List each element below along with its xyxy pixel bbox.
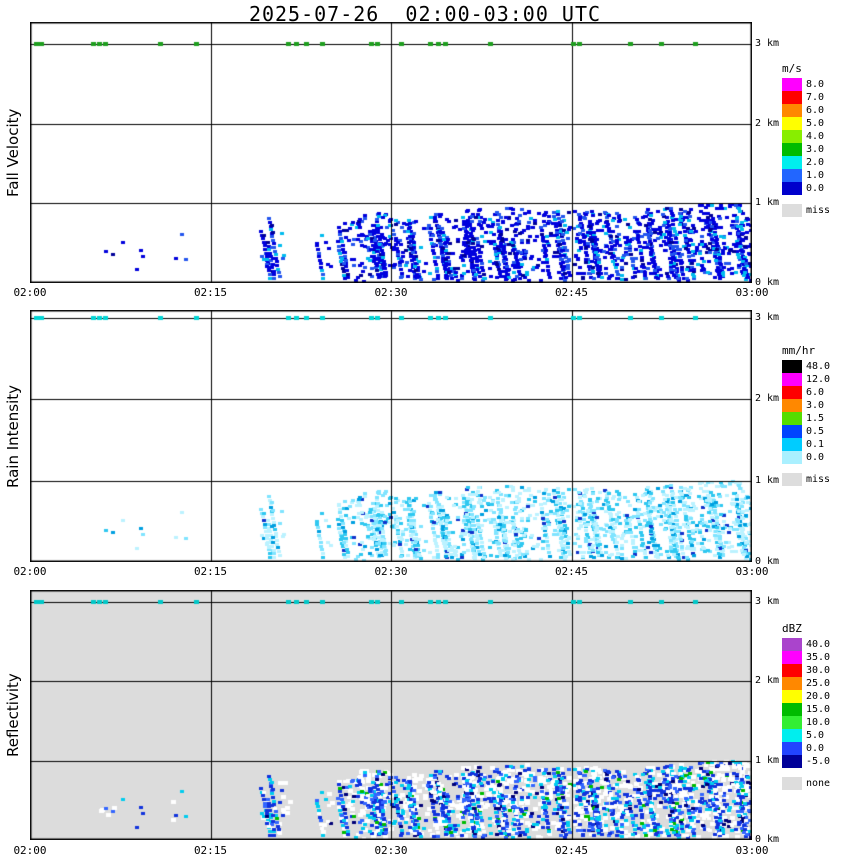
colorbar-label: 35.0 — [806, 652, 831, 663]
x-tick-label: 02:00 — [13, 844, 47, 857]
x-tick-label: 02:00 — [13, 286, 47, 299]
x-tick-label: 03:00 — [735, 565, 769, 578]
y-tick-label: 1 km — [755, 474, 780, 486]
y-axis-title-rain-intensity: Rain Intensity — [4, 384, 22, 488]
colorbar-missing-label: none — [806, 778, 831, 789]
colorbar-label: 1.0 — [806, 170, 825, 181]
y-axis-title-reflectivity: Reflectivity — [4, 673, 22, 757]
y-tick-label: 3 km — [755, 38, 780, 49]
colorbar-swatch — [782, 729, 802, 742]
colorbar-swatch — [782, 664, 802, 677]
colorbar-missing-swatch — [782, 473, 802, 486]
colorbar-label: 20.0 — [806, 691, 831, 702]
colorbar-label: 5.0 — [806, 730, 825, 741]
colorbar-swatch — [782, 117, 802, 130]
y-tick-label: 2 km — [755, 393, 780, 405]
x-tick-label: 02:15 — [193, 286, 228, 299]
colorbar-swatch — [782, 425, 802, 438]
colorbar-missing-label: miss — [806, 474, 831, 485]
colorbar-label: 5.0 — [806, 118, 825, 129]
colorbar-swatch — [782, 742, 802, 755]
colorbar-label: 0.0 — [806, 183, 825, 194]
colorbar-label: 4.0 — [806, 131, 825, 142]
y-tick-label: 2 km — [755, 117, 780, 129]
colorbar-swatch — [782, 438, 802, 451]
colorbar-swatch — [782, 755, 802, 768]
x-tick-label: 02:45 — [554, 565, 589, 578]
x-tick-label: 02:30 — [374, 565, 408, 578]
colorbar-label: 48.0 — [806, 361, 831, 372]
x-tick-label: 02:15 — [193, 844, 228, 857]
colorbar-swatch — [782, 451, 802, 464]
y-tick-label: 0 km — [755, 277, 780, 288]
y-tick-label: 1 km — [755, 197, 780, 209]
colorbar-label: 2.0 — [806, 157, 825, 168]
y-tick-label: 3 km — [755, 596, 780, 607]
colorbar-label: -5.0 — [806, 756, 831, 767]
colorbar-label: 15.0 — [806, 704, 831, 715]
colorbar-swatch — [782, 91, 802, 104]
colorbar-swatch — [782, 386, 802, 399]
plot-canvas-reflectivity — [30, 590, 752, 840]
x-tick-label: 02:45 — [554, 844, 589, 857]
colorbar-swatch — [782, 690, 802, 703]
colorbar-label: 0.0 — [806, 743, 825, 754]
y-tick-label: 2 km — [755, 675, 780, 687]
y-tick-label: 3 km — [755, 312, 780, 323]
colorbar-swatch — [782, 156, 802, 169]
x-tick-label: 03:00 — [735, 844, 769, 857]
colorbar-label: 3.0 — [806, 400, 825, 411]
colorbar-label: 0.1 — [806, 439, 825, 450]
colorbar-swatch — [782, 130, 802, 143]
colorbar-title-reflectivity: dBZ — [782, 622, 802, 635]
colorbar-label: 7.0 — [806, 92, 825, 103]
x-tick-label: 02:15 — [193, 565, 228, 578]
colorbar-swatch — [782, 373, 802, 386]
colorbar-swatch — [782, 104, 802, 117]
colorbar-swatch — [782, 716, 802, 729]
colorbar-label: 40.0 — [806, 639, 831, 650]
colorbar-title-rain-intensity: mm/hr — [782, 344, 816, 357]
colorbar-swatch — [782, 78, 802, 91]
colorbar-swatch — [782, 182, 802, 195]
colorbar-swatch — [782, 703, 802, 716]
colorbar-label: 0.0 — [806, 452, 825, 463]
plot-canvas-rain-intensity — [30, 310, 752, 562]
x-tick-label: 02:30 — [374, 286, 408, 299]
colorbar-title-fall-velocity: m/s — [782, 62, 802, 75]
x-tick-label: 02:00 — [13, 565, 47, 578]
x-tick-label: 03:00 — [735, 286, 769, 299]
colorbar-swatch — [782, 143, 802, 156]
colorbar-swatch — [782, 412, 802, 425]
plot-canvas-fall-velocity — [30, 22, 752, 283]
colorbar-label: 0.5 — [806, 426, 825, 437]
y-tick-label: 0 km — [755, 834, 780, 845]
colorbar-label: 8.0 — [806, 79, 825, 90]
x-tick-label: 02:30 — [374, 844, 408, 857]
colorbar-label: 30.0 — [806, 665, 831, 676]
colorbar-missing-swatch — [782, 204, 802, 217]
colorbar-label: 6.0 — [806, 387, 825, 398]
colorbar-swatch — [782, 360, 802, 373]
y-tick-label: 1 km — [755, 754, 780, 766]
colorbar-swatch — [782, 677, 802, 690]
colorbar-swatch — [782, 638, 802, 651]
y-tick-label: 0 km — [755, 556, 780, 567]
colorbar-label: 10.0 — [806, 717, 831, 728]
y-axis-title-fall-velocity: Fall Velocity — [4, 108, 22, 197]
colorbar-label: 12.0 — [806, 374, 831, 385]
colorbar-swatch — [782, 651, 802, 664]
colorbar-swatch — [782, 399, 802, 412]
x-tick-label: 02:45 — [554, 286, 589, 299]
colorbar-label: 6.0 — [806, 105, 825, 116]
colorbar-missing-label: miss — [806, 205, 831, 216]
colorbar-label: 1.5 — [806, 413, 825, 424]
colorbar-missing-swatch — [782, 777, 802, 790]
colorbar-swatch — [782, 169, 802, 182]
colorbar-label: 25.0 — [806, 678, 831, 689]
colorbar-label: 3.0 — [806, 144, 825, 155]
